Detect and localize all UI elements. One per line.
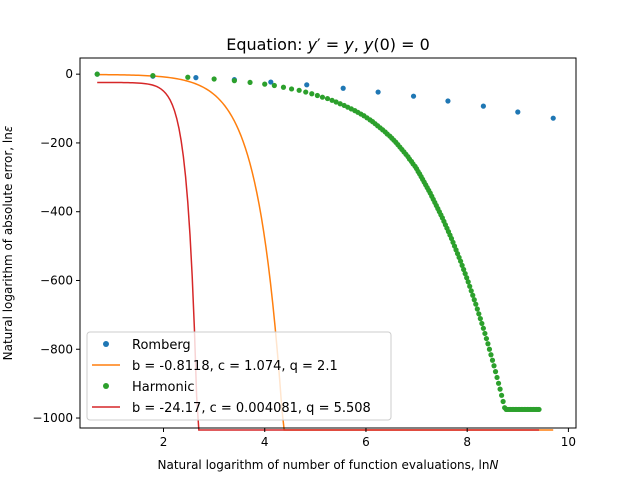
data-point-2-95: [483, 335, 490, 342]
data-point-2-81: [462, 271, 468, 277]
y-tick-label: −600: [40, 273, 73, 287]
data-point-2-6: [262, 81, 268, 87]
data-point-0-10: [480, 103, 486, 109]
scatter-points-layer: [94, 71, 556, 413]
data-point-2-91: [477, 316, 483, 322]
data-point-2-85: [468, 288, 474, 294]
y-axis-ticks: 0 −200 −400 −600 −800 −1000: [32, 67, 80, 425]
data-point-2-86: [470, 292, 476, 298]
data-point-2-0: [94, 71, 100, 77]
data-point-2-82: [464, 275, 470, 281]
data-point-2-78: [458, 258, 464, 264]
y-tick-label: −400: [40, 205, 73, 219]
y-axis-label: Natural logarithm of absolute error, lnε: [1, 125, 15, 360]
data-point-2-79: [459, 262, 465, 268]
data-point-0-12: [550, 115, 556, 121]
data-point-0-11: [515, 109, 521, 115]
data-point-2-3: [211, 76, 217, 82]
x-tick-label: 6: [362, 435, 370, 449]
data-point-2-93: [480, 325, 486, 331]
x-tick-label: 4: [261, 435, 269, 449]
data-point-2-100: [491, 363, 497, 369]
x-axis-label: Natural logarithm of number of function …: [158, 458, 499, 472]
fit-lines-layer: [97, 73, 554, 431]
data-point-2-83: [465, 279, 471, 285]
legend-label-romberg: Romberg: [132, 338, 191, 353]
data-point-2-92: [479, 320, 485, 327]
legend-marker-romberg: [103, 341, 109, 347]
data-point-2-13: [314, 92, 320, 99]
y-tick-label: −1000: [32, 411, 73, 425]
data-point-0-8: [410, 93, 417, 99]
data-point-2-94: [482, 330, 488, 337]
data-point-2-88: [473, 301, 479, 307]
chart-title: Equation: y′ = y, y(0) = 0: [226, 35, 430, 54]
data-point-2-97: [486, 346, 493, 352]
data-point-2-90: [476, 311, 482, 317]
data-point-2-7: [271, 82, 277, 89]
data-point-0-5: [304, 82, 310, 88]
legend: Romberg b = -0.8118, c = 1.074, q = 2.1 …: [86, 331, 392, 421]
legend-label-harmonic-fit: b = -24.17, c = 0.004081, q = 5.508: [132, 401, 371, 416]
data-point-0-2: [193, 75, 199, 81]
data-point-2-17: [333, 99, 339, 105]
data-point-2-84: [467, 283, 473, 289]
data-point-0-6: [340, 85, 346, 91]
data-point-2-14: [319, 94, 326, 100]
x-tick-label: 10: [561, 435, 576, 449]
data-point-2-80: [461, 266, 467, 273]
data-point-2-5: [247, 79, 253, 86]
y-tick-label: −800: [40, 342, 73, 356]
data-point-2-96: [485, 341, 491, 347]
data-point-2-4: [231, 78, 237, 84]
data-point-2-10: [296, 87, 302, 93]
x-tick-label: 2: [160, 435, 168, 449]
data-point-2-106: [500, 398, 506, 405]
x-axis-ticks: 2 4 6 8 10: [160, 428, 576, 449]
data-point-2-98: [488, 352, 494, 358]
data-point-2-89: [474, 306, 480, 312]
data-point-2-15: [324, 95, 331, 102]
data-point-2-8: [280, 84, 287, 90]
data-point-2-102: [494, 374, 500, 381]
data-point-2-130: [536, 406, 542, 413]
y-tick-label: −200: [40, 136, 73, 150]
legend-label-romberg-fit: b = -0.8118, c = 1.074, q = 2.1: [132, 359, 338, 374]
fit-line-3: [97, 81, 540, 431]
data-point-2-105: [499, 392, 505, 398]
legend-box: [86, 331, 392, 421]
legend-marker-harmonic: [103, 383, 109, 389]
y-tick-label: 0: [65, 67, 73, 81]
data-point-2-9: [288, 86, 295, 92]
data-point-2-99: [489, 357, 496, 363]
data-point-0-9: [445, 98, 451, 104]
data-point-0-4: [268, 79, 274, 85]
data-point-2-2: [185, 74, 191, 80]
data-point-0-7: [375, 89, 381, 95]
plot-area-frame: [79, 57, 577, 429]
data-point-2-11: [303, 89, 309, 95]
data-point-2-101: [492, 369, 499, 375]
legend-label-harmonic: Harmonic: [132, 380, 194, 395]
x-tick-label: 8: [463, 435, 471, 449]
data-point-2-12: [309, 91, 315, 97]
data-point-2-103: [495, 380, 502, 386]
data-point-2-87: [471, 297, 477, 303]
data-point-2-104: [497, 386, 503, 392]
data-point-2-18: [337, 101, 343, 107]
data-point-2-1: [150, 72, 156, 79]
data-point-2-16: [329, 97, 335, 103]
